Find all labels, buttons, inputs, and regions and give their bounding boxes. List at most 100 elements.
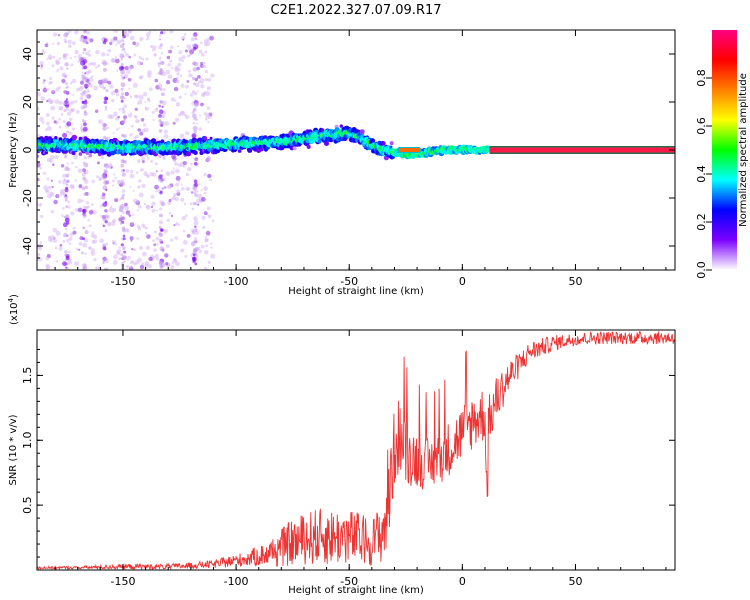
spectrogram-cell bbox=[71, 151, 76, 156]
spectrogram-cell bbox=[210, 253, 216, 259]
spectrogram-cell bbox=[158, 114, 162, 118]
spectrogram-cell bbox=[129, 95, 133, 99]
spectrogram-cell bbox=[204, 69, 209, 74]
spectrogram-cell bbox=[62, 53, 67, 58]
spectrogram-cell bbox=[85, 93, 90, 99]
spectrogram-cell bbox=[70, 63, 74, 67]
spectrogram-cell bbox=[184, 49, 188, 53]
spectrogram-cell bbox=[143, 123, 147, 127]
spectrogram-cell bbox=[42, 87, 48, 93]
spectrogram-cell bbox=[73, 154, 78, 160]
spectrogram-cell bbox=[200, 61, 204, 65]
spectrogram-cell bbox=[85, 201, 90, 205]
spectrogram-cell bbox=[259, 147, 264, 152]
spectrogram-cell bbox=[58, 57, 62, 60]
spectrogram-cell bbox=[211, 219, 215, 223]
spectrogram-y-tick-label: -40 bbox=[21, 237, 34, 255]
spectrogram-cell bbox=[76, 87, 80, 92]
spectrogram-cell bbox=[150, 45, 154, 48]
spectrogram-cell bbox=[146, 97, 151, 101]
spectrogram-cell bbox=[82, 237, 85, 241]
spectrogram-cell bbox=[86, 31, 90, 35]
spectrogram-cell bbox=[122, 42, 125, 46]
spectrogram-cell bbox=[44, 43, 49, 48]
spectrogram-cell bbox=[203, 186, 209, 192]
spectrogram-cell bbox=[101, 195, 106, 200]
spectrogram-cell bbox=[179, 133, 185, 139]
spectrogram-cell bbox=[145, 32, 151, 37]
spectrogram-cell bbox=[81, 71, 84, 74]
spectrogram-cell bbox=[37, 106, 40, 111]
spectrogram-cell bbox=[195, 33, 198, 36]
spectrogram-cell bbox=[137, 99, 143, 105]
spectrogram-cell bbox=[180, 248, 185, 253]
spectrogram-cell bbox=[140, 168, 144, 172]
spectrogram-cell bbox=[121, 226, 126, 231]
spectrogram-cell bbox=[55, 194, 60, 199]
spectrogram-cell bbox=[138, 94, 144, 100]
spectrogram-cell bbox=[199, 41, 203, 45]
spectrogram-cell bbox=[65, 107, 70, 112]
spectrogram-cell bbox=[62, 239, 66, 243]
spectrogram-cell bbox=[43, 79, 46, 82]
spectrogram-cell bbox=[82, 47, 86, 52]
spectrogram-cell bbox=[123, 117, 126, 121]
spectrogram-cell bbox=[39, 241, 43, 244]
spectrogram-cell bbox=[109, 41, 113, 46]
spectrogram-cell bbox=[190, 191, 194, 194]
spectrogram-cell bbox=[168, 199, 172, 202]
spectrogram-cell bbox=[139, 131, 144, 136]
spectrogram-cell bbox=[39, 116, 44, 122]
spectrogram-cell bbox=[324, 141, 329, 146]
spectrogram-cell bbox=[158, 232, 162, 236]
spectrogram-cell bbox=[87, 156, 90, 159]
spectrogram-cell bbox=[156, 243, 159, 246]
spectrogram-cell bbox=[137, 185, 141, 189]
spectrogram-cell bbox=[68, 44, 72, 48]
spectrogram-cell bbox=[147, 175, 150, 178]
spectrogram-cell bbox=[154, 162, 158, 166]
spectrogram-cell bbox=[87, 205, 90, 209]
spectrogram-cell bbox=[158, 104, 162, 108]
spectrogram-cell bbox=[74, 179, 78, 182]
spectrogram-cell bbox=[116, 128, 119, 131]
spectrogram-cell bbox=[114, 88, 119, 93]
spectrogram-cell bbox=[121, 261, 124, 265]
spectrogram-cell bbox=[65, 98, 69, 101]
spectrogram-cell bbox=[53, 199, 58, 205]
spectrogram-cell bbox=[175, 182, 180, 187]
spectrogram-cell bbox=[168, 49, 173, 54]
spectrogram-cell bbox=[103, 215, 106, 218]
spectrogram-cell bbox=[201, 215, 206, 220]
snr-x-ticks: -150 -100 -50 0 50 bbox=[54, 330, 667, 588]
spectrogram-cell bbox=[169, 30, 174, 34]
spectrogram-cell bbox=[120, 58, 123, 61]
spectrogram-cell bbox=[151, 110, 155, 114]
spectrogram-cell bbox=[88, 224, 92, 228]
spectrogram-cell bbox=[134, 107, 138, 111]
spectrogram-cell bbox=[182, 161, 187, 166]
spectrogram-cell bbox=[144, 231, 148, 235]
spectrogram-cell bbox=[104, 164, 110, 169]
spectrogram-cell bbox=[114, 56, 118, 59]
spectrogram-cell bbox=[82, 51, 85, 54]
snr-marks bbox=[37, 330, 675, 570]
spectrogram-cell bbox=[113, 173, 116, 176]
spectrogram-cell bbox=[210, 246, 213, 249]
spectrogram-cell bbox=[47, 193, 52, 199]
spectrogram-cell bbox=[195, 122, 198, 125]
spectrogram-cell bbox=[47, 54, 53, 60]
spectrogram-cell bbox=[118, 257, 122, 261]
snr-x-tick-label: -100 bbox=[224, 575, 249, 588]
spectrogram-cell bbox=[104, 200, 108, 204]
spectrogram-cell bbox=[61, 214, 64, 217]
spectrogram-cell bbox=[91, 75, 94, 78]
spectrogram-cell bbox=[144, 107, 147, 110]
spectrogram-cell bbox=[159, 71, 162, 75]
spectrogram-cell bbox=[186, 151, 192, 157]
spectrogram-cell bbox=[82, 213, 87, 218]
spectrogram-cell bbox=[93, 258, 97, 262]
spectrogram-x-ticks: -150 -100 -50 0 50 bbox=[54, 30, 667, 288]
spectrogram-cell bbox=[119, 53, 125, 59]
